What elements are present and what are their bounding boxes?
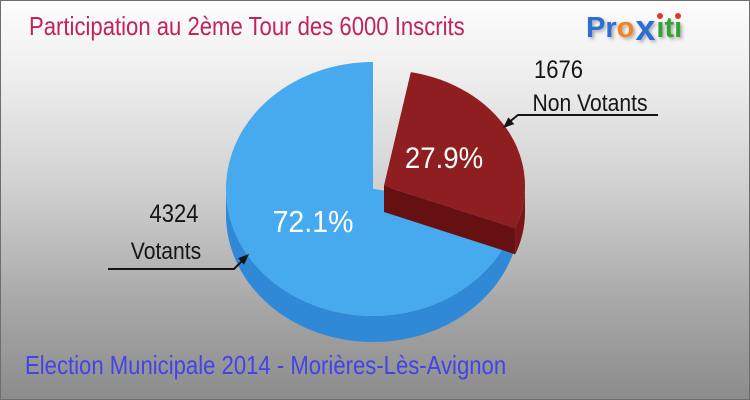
votants-percent: 72.1% [272,204,354,239]
logo-i-dot [657,13,664,19]
chart-title: Participation au 2ème Tour des 6000 Insc… [29,11,465,41]
votants-arrowhead [237,254,249,265]
logo-x-glyph: x [635,7,656,48]
proxiti-logo: Proxı tı [586,7,682,49]
non-votants-value: 1676 [534,56,583,84]
logo-letter-i: ı [656,12,665,44]
logo-i-dot [675,13,682,19]
logo-text-o: o [616,12,635,44]
pie-slice-non-votants [384,72,525,229]
election-caption: Election Municipale 2014 - Morières-Lès-… [25,350,507,380]
votants-callout-line [108,259,244,270]
logo-letter-t: t [664,12,675,44]
non-votants-percent: 27.9% [404,142,484,175]
votants-value: 4324 [149,200,199,228]
pie-slice-votants-side [226,189,518,343]
non-votants-label: Non Votants [532,90,648,117]
logo-letter-i: ı [674,12,683,44]
pie-slice-non-votants-edge-end [384,186,516,255]
pie-slice-non-votants-side [515,186,525,255]
non-votants-arrowhead [503,117,515,128]
pie-slice-votants [226,62,518,316]
logo-text-pro: Pr [586,12,617,44]
non-votants-callout-line [507,114,658,124]
votants-label: Votants [130,238,202,265]
logo-text-iti: ı tı [656,12,682,44]
